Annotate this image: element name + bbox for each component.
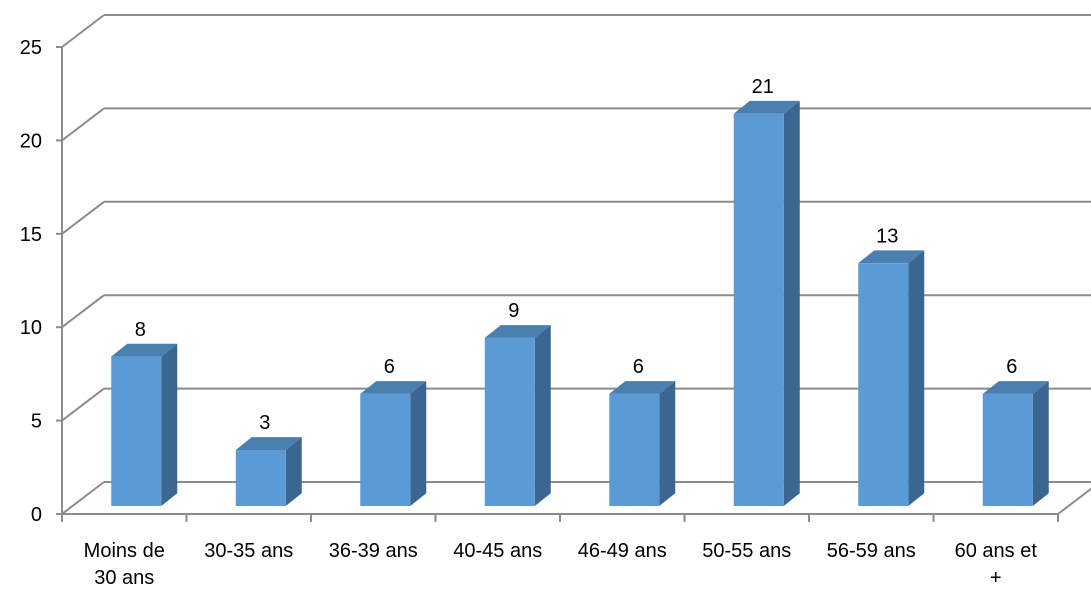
x-tick-label: 46-49 ans <box>578 540 667 562</box>
y-tick-label: 5 <box>31 411 42 433</box>
x-tick-label: 30-35 ans <box>204 540 293 562</box>
gridline-diagonal <box>61 201 105 235</box>
y-tick-label: 15 <box>20 224 42 246</box>
gridline-diagonal <box>61 294 105 328</box>
gridline-diagonal <box>61 14 105 48</box>
gridline-diagonal <box>61 387 105 422</box>
data-label: 6 <box>384 356 395 378</box>
bar-side <box>285 437 302 506</box>
gridline-diagonal <box>61 107 105 142</box>
floor-edge <box>1057 487 1091 515</box>
data-label: 9 <box>508 300 519 322</box>
bar-front <box>235 449 286 506</box>
bar-top <box>360 381 427 394</box>
bar-side <box>161 343 178 506</box>
bar-top <box>609 381 676 394</box>
x-tick-label: 36-39 ans <box>329 540 418 562</box>
data-label: 6 <box>1006 356 1017 378</box>
bar-top <box>982 381 1049 394</box>
bar-front <box>733 113 784 506</box>
bar <box>609 381 676 506</box>
bar-top <box>858 250 925 264</box>
bar-side <box>534 325 551 506</box>
bar-side <box>908 250 925 506</box>
bar <box>733 100 800 507</box>
x-tick-label: + <box>990 567 1002 589</box>
bar <box>982 381 1049 506</box>
bar-top <box>235 437 302 450</box>
bar-front <box>858 263 909 506</box>
gridline-diagonal <box>61 481 105 515</box>
x-tick-label: 60 ans et <box>955 540 1038 562</box>
data-label: 3 <box>259 412 270 434</box>
bar-front <box>111 356 162 506</box>
bar-top <box>484 325 551 338</box>
bar <box>484 325 551 506</box>
bar-front <box>360 393 411 506</box>
bar-front <box>484 337 535 506</box>
y-tick-label: 25 <box>20 37 42 59</box>
bar <box>111 343 178 506</box>
bar-top <box>111 343 178 357</box>
y-tick-label: 0 <box>31 504 42 526</box>
data-label: 13 <box>876 225 898 247</box>
bar <box>235 437 302 506</box>
bar-side <box>1032 381 1049 506</box>
bar-side <box>659 381 676 506</box>
x-tick-label: 56-59 ans <box>827 540 916 562</box>
bar-front <box>982 393 1033 506</box>
x-tick-label: 30 ans <box>94 567 154 589</box>
bar <box>858 250 925 506</box>
bar-top <box>733 100 800 114</box>
bar <box>360 381 427 506</box>
x-tick-label: 40-45 ans <box>453 540 542 562</box>
x-tick-label: Moins de <box>84 540 165 562</box>
bar-side <box>783 100 800 507</box>
data-label: 21 <box>752 76 774 98</box>
data-label: 8 <box>135 319 146 341</box>
data-label: 6 <box>633 356 644 378</box>
y-tick-label: 20 <box>20 130 42 152</box>
y-tick-label: 10 <box>20 317 42 339</box>
bar-side <box>410 381 427 506</box>
bar-front <box>609 393 660 506</box>
x-tick-label: 50-55 ans <box>702 540 791 562</box>
